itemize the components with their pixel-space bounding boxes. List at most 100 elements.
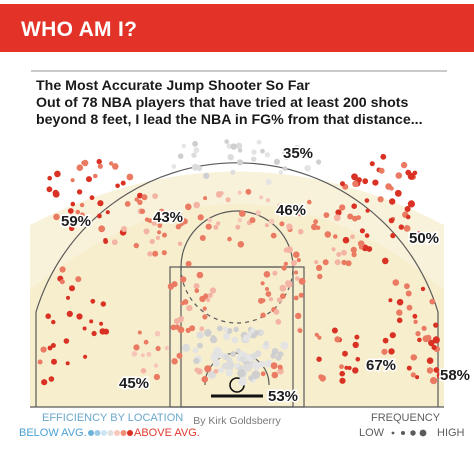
- shot-dot-key-mid: [245, 188, 252, 195]
- shot-dot-right-short: [344, 365, 349, 370]
- shot-dot-right-wing: [400, 161, 408, 169]
- shot-dot-right-elbow: [333, 234, 338, 239]
- shot-dot-top-key: [304, 165, 311, 172]
- shot-dot-left-baseline: [100, 301, 107, 307]
- shot-dot-top-key: [226, 143, 232, 149]
- shot-dot-right-corner: [436, 372, 444, 379]
- shot-dot-right-elbow: [347, 213, 354, 220]
- shot-dot-key-mid: [270, 232, 277, 239]
- shot-dot-left-short: [133, 344, 140, 351]
- shot-dot-right-baseline: [388, 348, 395, 355]
- shot-dot-left-wing: [126, 173, 134, 181]
- shot-dot-right-baseline: [392, 279, 400, 286]
- shot-dot-right-short: [354, 334, 360, 340]
- shot-dot-left-elbow: [175, 224, 182, 230]
- shot-dot-key-mid: [237, 190, 242, 195]
- shot-dot-right-wing: [362, 178, 369, 185]
- legend-efficiency-dot: [107, 430, 114, 436]
- shot-dot-paint-right: [295, 276, 300, 281]
- shot-dot-left-wing: [67, 208, 74, 214]
- shot-dot-near-rim: [197, 342, 203, 349]
- shot-dot-key-mid: [237, 241, 245, 248]
- shot-dot-near-rim: [231, 336, 239, 344]
- shot-dot-left-elbow: [157, 230, 162, 235]
- shot-dot-right-baseline: [406, 304, 413, 311]
- legend-frequency-dot: [410, 430, 416, 436]
- shot-dot-right-elbow: [350, 234, 355, 240]
- shot-dot-paint-left: [185, 260, 192, 267]
- shot-dot-left-elbow: [144, 217, 150, 222]
- zone-label: 53%: [268, 388, 298, 405]
- shot-dot-left-elbow: [152, 250, 159, 257]
- headline-line-3: beyond 8 feet, I lead the NBA in FG% fro…: [36, 112, 423, 128]
- shot-dot-left-wing: [63, 216, 68, 221]
- shot-dot-near-rim: [254, 330, 260, 336]
- shot-dot-left-elbow: [176, 211, 182, 216]
- shot-dot-paint-left: [194, 288, 200, 294]
- shot-dot-top-key: [278, 170, 283, 175]
- shot-dot-top-key: [303, 148, 309, 154]
- shot-dot-top-key: [296, 150, 303, 157]
- shot-dot-key-mid: [225, 197, 231, 203]
- shot-dot-right-corner: [426, 367, 434, 374]
- legend-below-label: BELOW AVG.: [19, 427, 87, 439]
- legend-efficiency-dot: [120, 430, 127, 436]
- shot-dot-paint-left: [206, 297, 211, 303]
- court-lines: [30, 162, 444, 408]
- shot-dot-paint-left: [196, 271, 204, 279]
- shot-dot-near-rim: [270, 352, 277, 359]
- shot-dot-left-baseline: [69, 285, 75, 292]
- shot-dot-left-wing: [109, 161, 114, 166]
- shot-dot-paint-left: [177, 326, 185, 334]
- shot-dot-near-rim: [223, 332, 231, 341]
- shot-dot-top-key: [230, 143, 237, 150]
- shot-dot-right-elbow: [350, 246, 357, 253]
- shot-dot-rim: [225, 369, 233, 377]
- shot-dot-top-key: [224, 139, 229, 144]
- shot-dot-near-rim: [256, 329, 264, 337]
- shot-dot-near-rim: [226, 328, 233, 334]
- shot-dot-left-baseline: [51, 319, 56, 325]
- shot-dot-left-wing: [115, 183, 120, 189]
- shot-dot-right-short: [339, 364, 344, 370]
- shot-dot-key-mid: [239, 210, 246, 217]
- shot-dot-paint-right: [272, 270, 278, 276]
- shot-dot-right-corner: [431, 344, 437, 350]
- legend-efficiency-dot: [114, 430, 120, 436]
- shot-dot-left-wing: [137, 192, 143, 199]
- shot-dot-left-short: [164, 345, 169, 351]
- shot-dot-right-wing: [369, 161, 375, 167]
- shot-dot-left-elbow: [151, 219, 158, 226]
- shot-dot-left-baseline: [83, 354, 88, 359]
- shot-dot-near-rim: [258, 360, 266, 368]
- shot-dot-right-elbow: [339, 204, 346, 211]
- shot-dot-right-elbow: [314, 260, 319, 265]
- shot-dot-paint-right: [293, 295, 299, 301]
- shot-dot-top-key: [230, 169, 236, 175]
- shot-dot-left-wing: [86, 176, 92, 183]
- shot-dot-right-baseline: [410, 354, 417, 361]
- zone-label: 45%: [119, 375, 149, 392]
- shot-dot-right-short: [314, 332, 319, 337]
- shot-dot-left-short: [131, 351, 138, 357]
- shot-dot-left-baseline: [45, 313, 51, 320]
- shot-dot-left-wing: [76, 164, 84, 171]
- shot-dot-key-mid: [207, 218, 212, 223]
- shot-dot-left-wing: [105, 210, 110, 215]
- shot-dot-top-key: [316, 159, 322, 165]
- shot-dot-left-baseline: [75, 276, 82, 283]
- shot-dot-paint-right: [298, 292, 304, 298]
- free-throw-arc-top: [180, 210, 294, 268]
- shot-dot-near-rim: [243, 334, 250, 342]
- shot-dot-top-key: [193, 147, 200, 154]
- legend-frequency-dot: [391, 431, 395, 435]
- shot-dot-left-wing: [61, 220, 66, 225]
- shot-dot-left-corner: [51, 358, 57, 365]
- shot-dot-rim: [225, 361, 235, 371]
- shot-dot-right-baseline: [412, 313, 418, 319]
- shot-dot-key-mid: [279, 221, 285, 227]
- shot-dot-key-mid: [197, 214, 204, 221]
- shot-dot-near-rim: [223, 326, 229, 332]
- shot-dot-paint-right: [273, 309, 280, 315]
